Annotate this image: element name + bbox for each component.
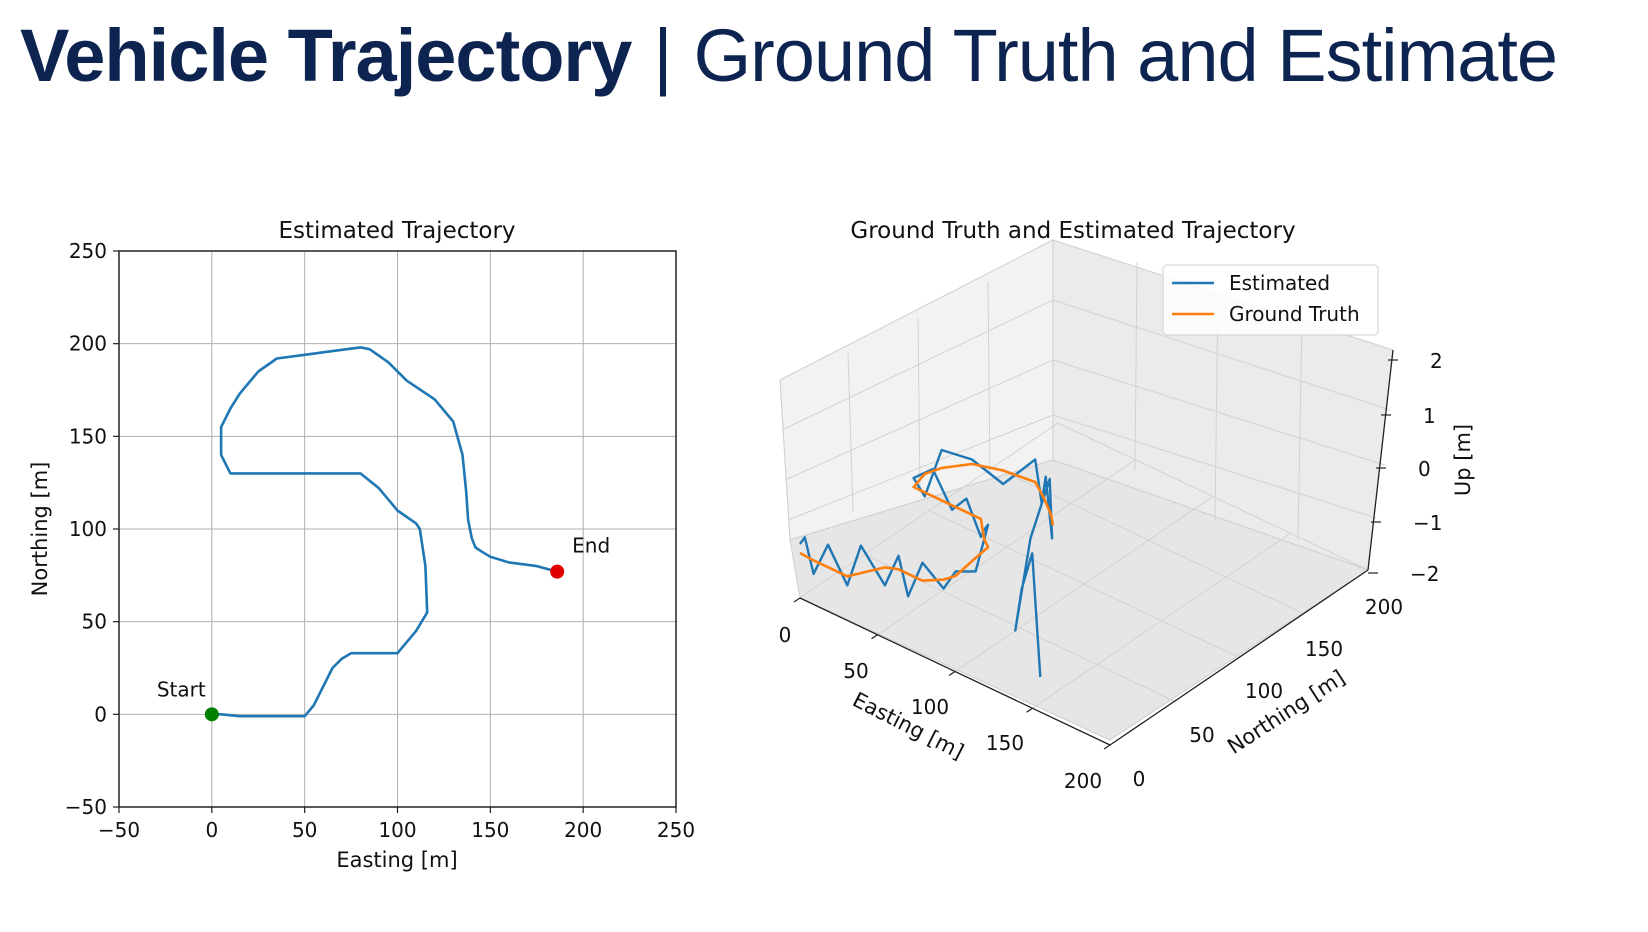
northing-tick-label: 100 — [1245, 679, 1283, 703]
wall-gridline — [987, 281, 991, 477]
easting-tick-label: 0 — [779, 623, 792, 647]
easting-tick — [948, 671, 956, 676]
x-tick-label: −50 — [98, 818, 140, 842]
wall-gridline — [917, 317, 921, 493]
up-tick-label: 0 — [1418, 457, 1431, 481]
y-tick-label: 100 — [69, 517, 107, 541]
wall-gridline — [784, 359, 1386, 481]
up-tick-label: 2 — [1430, 349, 1443, 373]
start-label: Start — [157, 677, 206, 701]
x-axis-label: Easting [m] — [336, 848, 457, 872]
northing-axis-label: Northing [m] — [1223, 665, 1349, 759]
x-tick-label: 0 — [205, 818, 218, 842]
slide-title-separator: | — [653, 14, 672, 97]
slide-title: Vehicle Trajectory | Ground Truth and Esti… — [20, 8, 1558, 104]
up-tick-label: −2 — [1410, 562, 1439, 586]
easting-tick — [1103, 744, 1111, 750]
chart-title: Estimated Trajectory — [278, 218, 515, 244]
axis-ticks-3d: 0 50 100 150 200 0 50 100 150 200 −2 −1 0 1 2 — [779, 349, 1443, 793]
wall-gridline — [781, 299, 1391, 431]
easting-tick-label: 200 — [1064, 769, 1102, 793]
y-tick-label: −50 — [65, 795, 107, 819]
wall-gridline — [1297, 319, 1303, 541]
easting-tick — [871, 634, 878, 640]
x-tick-label: 50 — [292, 818, 317, 842]
y-axis-label: Northing [m] — [28, 462, 52, 597]
markers: Start End — [157, 534, 610, 722]
northing-axis-line — [1109, 569, 1369, 746]
chart-title: Ground Truth and Estimated Trajectory — [850, 218, 1295, 244]
trajectory-line — [211, 346, 558, 718]
legend-box — [1162, 264, 1379, 336]
northing-tick-label: 150 — [1305, 637, 1343, 661]
northing-tick-label: 0 — [1133, 767, 1146, 791]
slide-title-rest: Ground Truth and Estimate — [693, 14, 1558, 97]
x-tick-label: 100 — [378, 818, 416, 842]
easting-tick-label: 150 — [986, 731, 1024, 755]
floor-gridline — [1032, 532, 1291, 709]
wall-gridline — [779, 379, 791, 541]
legend-label-ground-truth: Ground Truth — [1229, 302, 1360, 326]
axis-ticks: −50 0 50 100 150 200 250 −50 0 50 100 150 200 250 — [65, 239, 695, 842]
ground-truth-line — [799, 462, 1055, 582]
up-axis-line — [1367, 349, 1394, 571]
northing-tick-label: 200 — [1365, 595, 1403, 619]
easting-tick — [793, 597, 801, 603]
easting-tick-label: 100 — [911, 695, 949, 719]
wall-gridline — [1134, 261, 1138, 471]
y-tick-label: 250 — [69, 239, 107, 263]
up-axis-label: Up [m] — [1451, 424, 1475, 496]
legend-label-estimated: Estimated — [1229, 271, 1330, 295]
start-marker — [204, 707, 219, 722]
easting-tick — [1026, 707, 1033, 713]
end-label: End — [572, 534, 610, 558]
slide-title-bold: Vehicle Trajectory — [20, 14, 632, 97]
legend: Estimated Ground Truth — [1162, 264, 1379, 336]
y-tick-label: 200 — [69, 332, 107, 356]
wall-gridline — [787, 414, 1377, 521]
y-tick-label: 0 — [94, 702, 107, 726]
floor-gridline — [1057, 422, 1369, 571]
y-tick-label: 50 — [82, 610, 107, 634]
estimated-line — [799, 448, 1054, 678]
x-tick-label: 250 — [657, 818, 695, 842]
x-tick-label: 200 — [564, 818, 602, 842]
end-marker — [550, 564, 565, 579]
y-tick-label: 150 — [69, 424, 107, 448]
easting-axis-label: Easting [m] — [849, 688, 968, 764]
up-tick-label: 1 — [1423, 404, 1436, 428]
wall-gridline — [847, 351, 854, 513]
up-tick-label: −1 — [1413, 511, 1442, 535]
northing-tick-label: 50 — [1189, 723, 1214, 747]
x-tick-label: 150 — [471, 818, 509, 842]
easting-tick-label: 50 — [843, 659, 868, 683]
